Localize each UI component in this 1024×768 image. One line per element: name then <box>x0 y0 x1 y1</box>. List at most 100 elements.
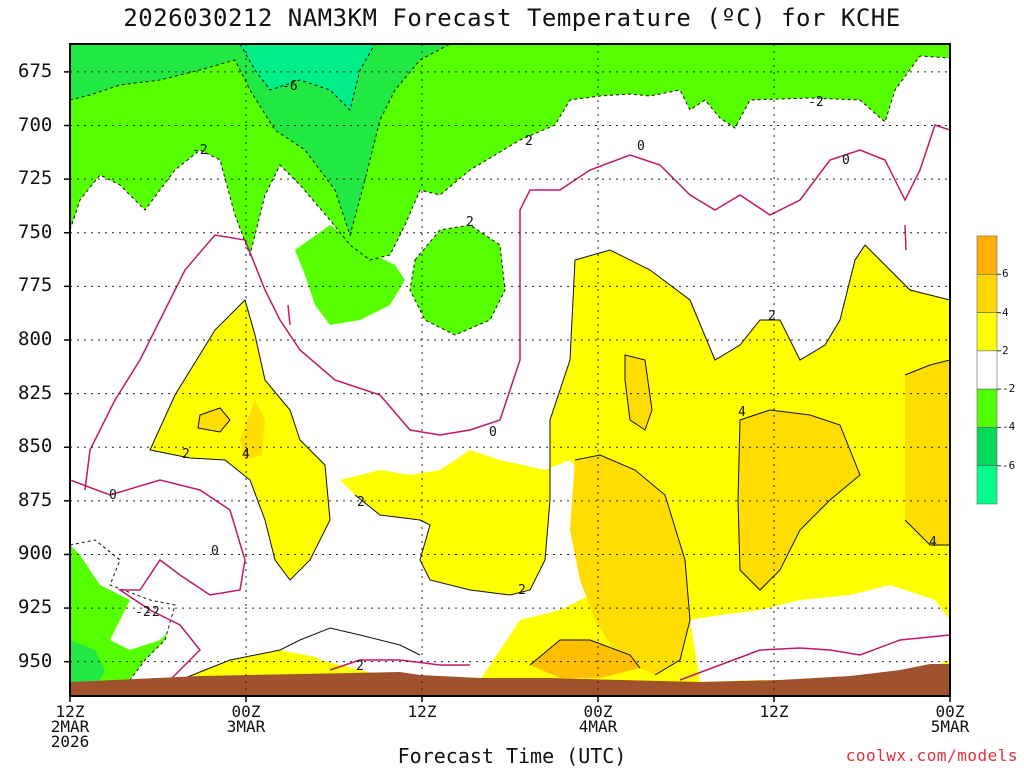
contour-6 <box>529 639 641 669</box>
colorbar-swatch <box>976 235 998 275</box>
colorbar-swatch <box>976 312 998 352</box>
temperature-field <box>70 44 950 696</box>
contour-label: 2 <box>525 134 533 149</box>
region-below-minus4 <box>70 44 450 235</box>
region-warm-6 <box>530 640 640 678</box>
colorbar-swatch <box>976 350 998 390</box>
chart-title: 2026030212 NAM3KM Forecast Temperature (… <box>123 4 901 32</box>
y-tick-label: 775 <box>18 274 53 297</box>
contour-label: -2 <box>808 95 824 110</box>
x-tick-label-line: 12Z <box>759 702 789 721</box>
zero-line-bottom-right <box>679 634 950 681</box>
contour-label: 0 <box>637 139 645 154</box>
contour-label: 2 <box>518 583 526 598</box>
contour-label: 2 <box>182 447 190 462</box>
contour-4-mid <box>574 454 691 676</box>
contour-minus6 <box>239 44 376 111</box>
x-tick-label-line: 00Z <box>231 702 261 721</box>
contour-4-small <box>624 354 653 431</box>
contour-label: -2 <box>144 605 160 620</box>
colorbar <box>976 235 1001 505</box>
x-tick-label: 12Z <box>744 702 804 721</box>
x-axis-title: Forecast Time (UTC) <box>397 744 627 768</box>
contour-label: 2 <box>357 495 365 510</box>
zero-line-spot-2 <box>287 304 291 326</box>
x-tick-label-line: 5MAR <box>930 717 970 736</box>
zero-line-spot <box>904 224 907 251</box>
contour-4-right <box>737 409 861 591</box>
plot-frame <box>69 43 951 697</box>
region-warm-right-4 <box>738 410 860 590</box>
contour-label: 4 <box>929 535 937 550</box>
region-neutral-lower <box>300 628 490 680</box>
y-tick-label: 925 <box>18 596 53 619</box>
x-tick-label: 00Z 4MAR <box>568 702 628 736</box>
colorbar-label: 4 <box>1002 305 1009 319</box>
y-tick-label: 750 <box>18 220 53 243</box>
region-warm-small-4 <box>625 355 652 430</box>
region-neutral-right <box>690 585 950 682</box>
x-tick-label-line: 4MAR <box>578 717 618 736</box>
contour-label: 0 <box>489 425 497 440</box>
x-tick-label-line: 12Z <box>55 702 85 721</box>
x-tick-label-line: 00Z <box>935 702 965 721</box>
y-tick-label: 900 <box>18 542 53 565</box>
region-neutral-left <box>70 500 240 650</box>
contour-2-left <box>149 299 331 581</box>
region-cold-lowerleft-4 <box>70 640 105 690</box>
y-tick-label: 725 <box>18 167 53 190</box>
x-tick-label: 12Z <box>392 702 452 721</box>
region-warm-center <box>70 245 950 696</box>
x-tick-label-line: 3MAR <box>226 717 266 736</box>
region-warm-left-4 <box>198 408 230 432</box>
colorbar-label: 6 <box>1002 267 1009 281</box>
contour-label: 4 <box>738 405 746 420</box>
contour-2-lower <box>179 627 421 681</box>
region-cold-pocket-2 <box>410 225 505 335</box>
credit-link[interactable]: coolwx.com/models <box>845 746 1018 765</box>
x-tick-label: 12Z 2MAR 2026 <box>40 702 100 751</box>
contour-minus2 <box>70 55 950 261</box>
contour-label: 2 <box>466 215 474 230</box>
y-tick-label: 825 <box>18 381 53 404</box>
colorbar-label: -6 <box>1002 458 1016 472</box>
contour-2-main <box>354 244 950 596</box>
contour-4-left <box>197 407 231 433</box>
contour-label: 0 <box>109 488 117 503</box>
region-warm-mid-4 <box>570 455 690 675</box>
x-tick-label: 00Z 5MAR <box>920 702 980 736</box>
contour-label: 0 <box>211 544 219 559</box>
contour-minus4 <box>70 44 451 237</box>
region-below-minus6 <box>240 44 375 110</box>
terrain <box>70 664 950 696</box>
region-cold-pocket <box>295 225 405 325</box>
contour-lines <box>70 44 950 681</box>
contour-label: -6 <box>282 79 298 94</box>
contour-4-far-right <box>904 359 950 376</box>
x-tick-label: 00Z 3MAR <box>216 702 276 736</box>
x-tick-label-line: 12Z <box>407 702 437 721</box>
contour-label: 0 <box>842 153 850 168</box>
contour-labels: -6 -2 -2 -2 2 0 0 2 2 0 2 4 0 2 -2 0 2 2… <box>109 79 937 674</box>
x-tick-label-line: 2MAR <box>50 717 90 736</box>
colorbar-label: 2 <box>1002 343 1009 357</box>
contour-label: -2 <box>192 143 208 158</box>
axis-ticks <box>64 71 951 702</box>
y-tick-label: 875 <box>18 488 53 511</box>
zero-isotherm <box>70 124 950 681</box>
contour-label: 4 <box>242 447 250 462</box>
contour-4-far-right-b <box>904 519 950 546</box>
contour-label: 2 <box>768 309 776 324</box>
contour-minus2-pocket <box>409 224 506 336</box>
colorbar-swatch <box>976 427 998 467</box>
y-tick-label: 800 <box>18 327 53 350</box>
zero-line-upper <box>84 124 950 491</box>
y-tick-label: 675 <box>18 59 53 82</box>
x-tick-label-line: 2026 <box>50 732 90 751</box>
y-tick-label: 950 <box>18 649 53 672</box>
x-tick-label-line: 00Z <box>583 702 613 721</box>
y-tick-label: 700 <box>18 113 53 136</box>
y-tick-label: 850 <box>18 435 53 458</box>
contour-label: -2 <box>135 605 151 620</box>
